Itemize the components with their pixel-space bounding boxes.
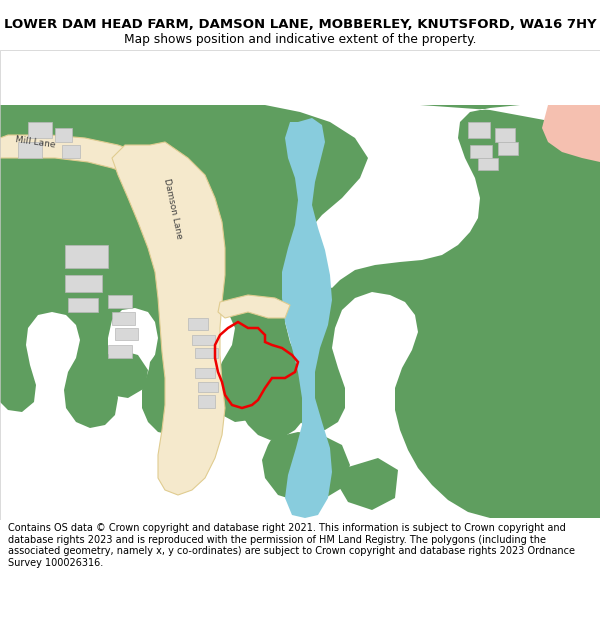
Polygon shape [108, 345, 132, 358]
Polygon shape [65, 245, 108, 268]
Polygon shape [18, 142, 42, 158]
Polygon shape [185, 105, 600, 518]
Polygon shape [498, 142, 518, 155]
Text: Damson Lane: Damson Lane [162, 177, 184, 240]
Text: LOWER DAM HEAD FARM, DAMSON LANE, MOBBERLEY, KNUTSFORD, WA16 7HY: LOWER DAM HEAD FARM, DAMSON LANE, MOBBER… [4, 18, 596, 31]
Polygon shape [470, 145, 492, 158]
Polygon shape [192, 335, 215, 345]
Polygon shape [112, 142, 225, 495]
Polygon shape [338, 458, 398, 510]
Polygon shape [115, 328, 138, 340]
Polygon shape [68, 298, 98, 312]
Polygon shape [218, 295, 290, 318]
Polygon shape [55, 128, 72, 142]
Polygon shape [542, 105, 600, 162]
Polygon shape [0, 105, 368, 440]
Polygon shape [478, 158, 498, 170]
Polygon shape [28, 122, 52, 138]
Polygon shape [468, 122, 490, 138]
Polygon shape [262, 432, 350, 502]
Polygon shape [188, 318, 208, 330]
Polygon shape [0, 135, 152, 175]
Text: Contains OS data © Crown copyright and database right 2021. This information is : Contains OS data © Crown copyright and d… [8, 523, 575, 568]
Polygon shape [195, 348, 218, 358]
Polygon shape [94, 350, 148, 398]
Polygon shape [108, 295, 132, 308]
Polygon shape [0, 50, 600, 520]
Polygon shape [112, 312, 135, 325]
Polygon shape [195, 368, 215, 378]
Text: Map shows position and indicative extent of the property.: Map shows position and indicative extent… [124, 32, 476, 46]
Polygon shape [65, 275, 102, 292]
Polygon shape [198, 382, 218, 392]
Text: Mill Lane: Mill Lane [15, 136, 56, 150]
Polygon shape [495, 128, 515, 142]
Polygon shape [282, 118, 332, 518]
Polygon shape [62, 145, 80, 158]
Polygon shape [198, 395, 215, 408]
Polygon shape [148, 348, 198, 395]
